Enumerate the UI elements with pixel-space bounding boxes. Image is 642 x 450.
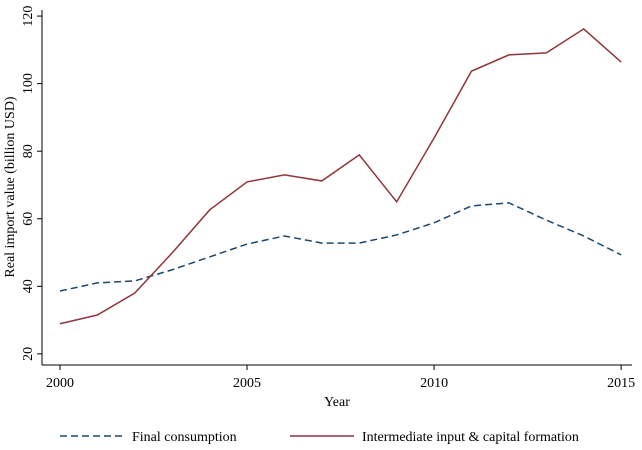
x-tick-label: 2005 (233, 376, 261, 391)
y-tick-label: 20 (21, 347, 36, 361)
y-tick-label: 60 (21, 212, 36, 226)
y-tick-label: 80 (21, 144, 36, 158)
x-tick-label: 2015 (607, 376, 635, 391)
x-axis-label: Year (324, 395, 350, 410)
y-tick-label: 120 (21, 6, 36, 27)
x-tick-label: 2010 (420, 376, 448, 391)
legend-label: Intermediate input & capital formation (362, 430, 579, 445)
y-tick-label: 100 (21, 73, 36, 94)
x-tick-label: 2000 (46, 376, 74, 391)
series-line (59, 27, 622, 325)
y-axis-label: Real import value (billion USD) (3, 96, 18, 278)
legend-label: Final consumption (132, 430, 237, 445)
series-line (59, 202, 622, 292)
y-tick-label: 40 (21, 279, 36, 293)
